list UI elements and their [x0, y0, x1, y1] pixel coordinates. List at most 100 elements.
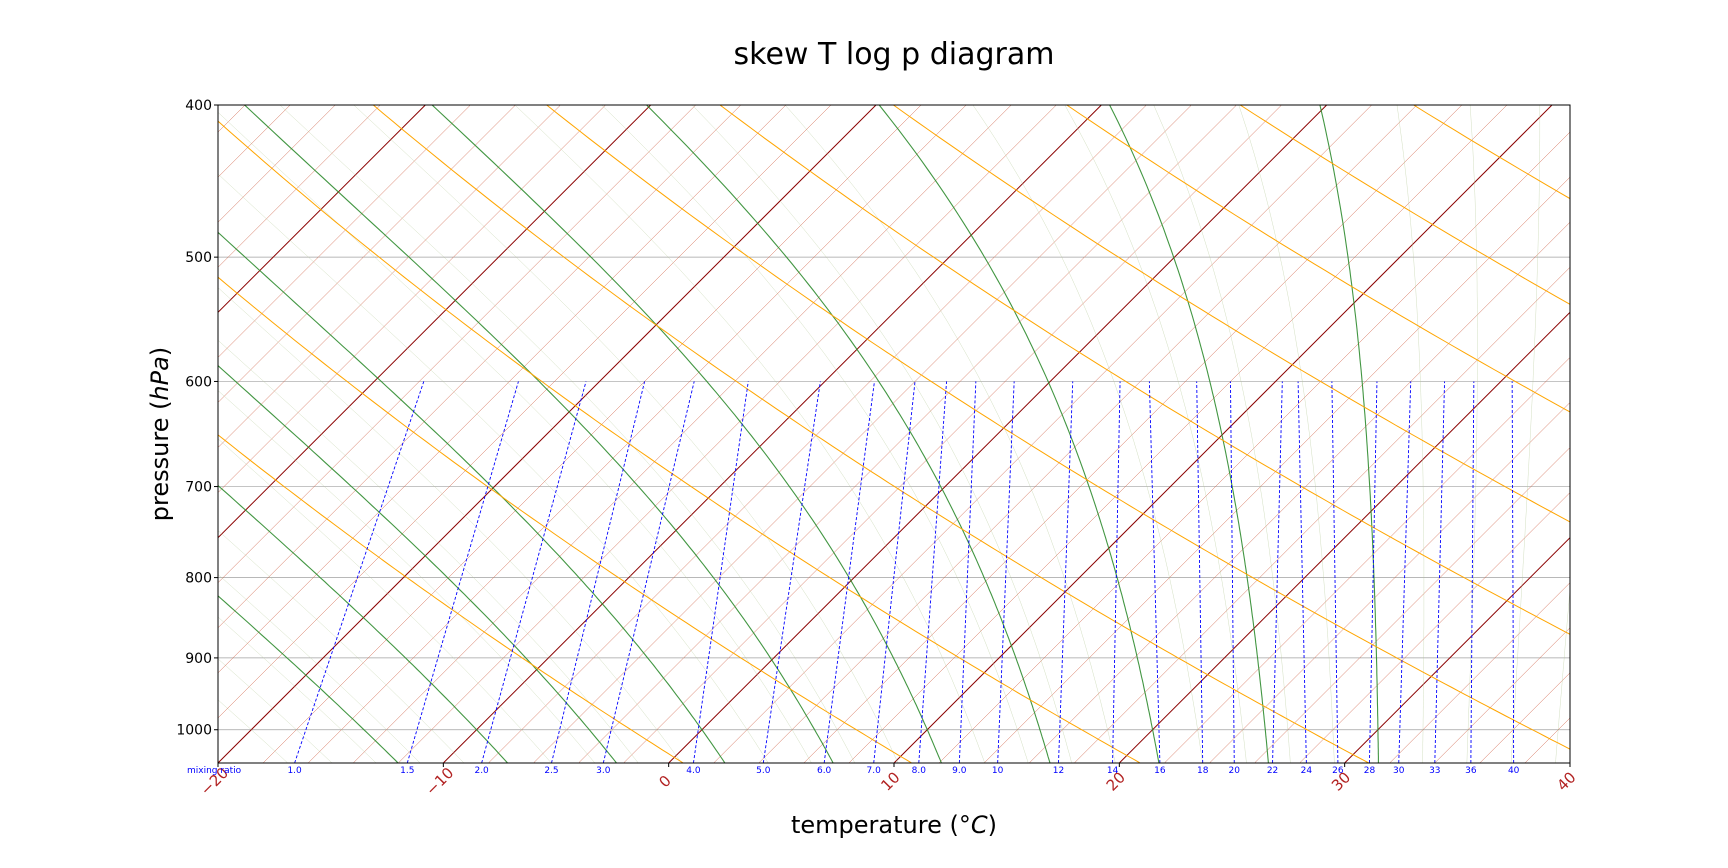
isotherm-line — [218, 105, 516, 403]
isotherm-line — [803, 105, 1463, 763]
isotherm-line — [0, 105, 20, 763]
x-tick-label: 0 — [655, 772, 674, 791]
y-tick-label: 800 — [185, 571, 212, 587]
mixing-ratio-label: 22 — [1267, 766, 1278, 776]
isotherm-line — [578, 105, 1237, 763]
moist-adiabat-minor — [218, 574, 421, 763]
mixing-ratio-line — [693, 381, 749, 763]
mixing-ratio-line — [1434, 381, 1446, 763]
mixing-ratio-label: 16 — [1154, 766, 1166, 776]
isotherm-line — [1344, 536, 1570, 763]
moist-adiabat-minor — [353, 105, 899, 763]
isotherm-line — [353, 105, 1012, 763]
mixing-ratio-label: 33 — [1429, 766, 1440, 776]
dry-adiabat — [218, 120, 1141, 763]
isotherm-line — [1389, 582, 1570, 763]
mixing-ratio-label: 3.0 — [596, 766, 611, 776]
isotherm-line — [218, 105, 606, 493]
moist-adiabat — [218, 484, 509, 763]
mixing-ratio-label: 2.0 — [474, 766, 489, 776]
mixing-ratio-label: 40 — [1508, 766, 1520, 776]
isotherm-line — [1074, 266, 1570, 763]
isotherm-line — [1209, 402, 1570, 763]
x-tick-label: −10 — [422, 764, 457, 799]
mixing-ratio-label: 1.0 — [287, 766, 302, 776]
dry-adiabat — [719, 105, 1570, 635]
isotherm-line — [983, 176, 1570, 763]
moist-adiabat — [244, 105, 834, 763]
mixing-ratio-label: 8.0 — [912, 766, 927, 776]
y-axis-label: pressure (hPa) — [146, 347, 174, 521]
moist-adiabat-minor — [218, 287, 682, 763]
isotherm-line — [0, 105, 110, 763]
isotherm-line — [218, 105, 336, 223]
isotherm-line — [1029, 221, 1570, 763]
y-tick-label: 1000 — [176, 723, 212, 739]
y-tick-label: 500 — [185, 250, 212, 266]
isotherm-line — [442, 105, 1102, 763]
isotherm-line — [1164, 357, 1570, 763]
moist-adiabat-minor — [1510, 105, 1541, 763]
isotherm-line — [938, 131, 1570, 763]
isotherm-line — [758, 105, 1417, 763]
isotherm-line — [1254, 447, 1570, 763]
moist-adiabat — [431, 105, 942, 763]
isotherm-line — [0, 105, 65, 763]
moist-adiabat — [218, 364, 617, 763]
isotherm-line — [218, 105, 561, 448]
moist-adiabat-minor — [1064, 105, 1247, 763]
horizontal-gridlines — [218, 105, 1570, 731]
moist-adiabat-minor — [218, 339, 639, 763]
x-tick-label: 40 — [1553, 768, 1579, 794]
moist-adiabat-minor — [692, 105, 1072, 763]
mixing-ratio-label: 12 — [1053, 766, 1064, 776]
dry-adiabat-lines — [218, 105, 1570, 763]
mixing-ratio-line — [1058, 381, 1074, 763]
isotherm-line — [1569, 762, 1570, 763]
mixing-ratio-label: 24 — [1301, 766, 1313, 776]
mixing-ratio-line — [1112, 381, 1121, 763]
moist-adiabat-minor — [1466, 105, 1478, 763]
mixing-ratio-line — [873, 381, 916, 763]
isotherm-line — [0, 105, 155, 763]
moist-adiabat-minor — [218, 390, 595, 763]
moist-adiabat — [878, 105, 1160, 763]
isotherm-line — [848, 105, 1508, 763]
mixing-ratio-line — [1148, 381, 1161, 763]
moist-adiabat — [1319, 105, 1379, 763]
dry-adiabat — [1066, 105, 1570, 413]
moist-adiabat-minor — [1600, 105, 1670, 763]
dry-adiabat — [1413, 105, 1570, 200]
isotherm-line — [488, 105, 1147, 763]
mixing-ratio-line — [1230, 381, 1235, 763]
isotherm-lines — [0, 105, 1570, 763]
mixing-ratio-line — [1511, 381, 1515, 763]
isotherm-line — [307, 105, 967, 763]
mixing-ratio-label: 36 — [1465, 766, 1477, 776]
mixing-ratio-label: 18 — [1197, 766, 1209, 776]
isotherm-line — [262, 105, 922, 763]
isotherm-line — [218, 105, 381, 268]
isotherm-line — [218, 105, 652, 539]
mixing-ratio-lines — [294, 381, 1515, 763]
isotherm-line — [218, 105, 832, 719]
moist-adiabat-minor — [1396, 105, 1425, 763]
x-axis-label: temperature (°C) — [791, 811, 997, 839]
x-tick-label: 10 — [877, 768, 903, 794]
moist-adiabat-minor — [218, 438, 552, 763]
mixing-ratio-line — [1398, 381, 1412, 763]
moist-adiabat-minor — [218, 111, 812, 763]
moist-adiabat-minor — [1153, 105, 1291, 763]
mixing-ratio-line — [481, 381, 587, 763]
moist-adiabat-minor — [218, 658, 333, 763]
moist-adiabat-lines — [218, 105, 1670, 763]
isotherm-line — [398, 105, 1057, 763]
isotherm-line — [218, 105, 426, 314]
mixing-ratio-line — [1331, 381, 1339, 763]
moist-adiabat — [646, 105, 1051, 763]
chart-title: skew T log p diagram — [734, 37, 1055, 72]
mixing-ratio-label: 28 — [1364, 766, 1376, 776]
dry-adiabat — [372, 105, 1369, 763]
